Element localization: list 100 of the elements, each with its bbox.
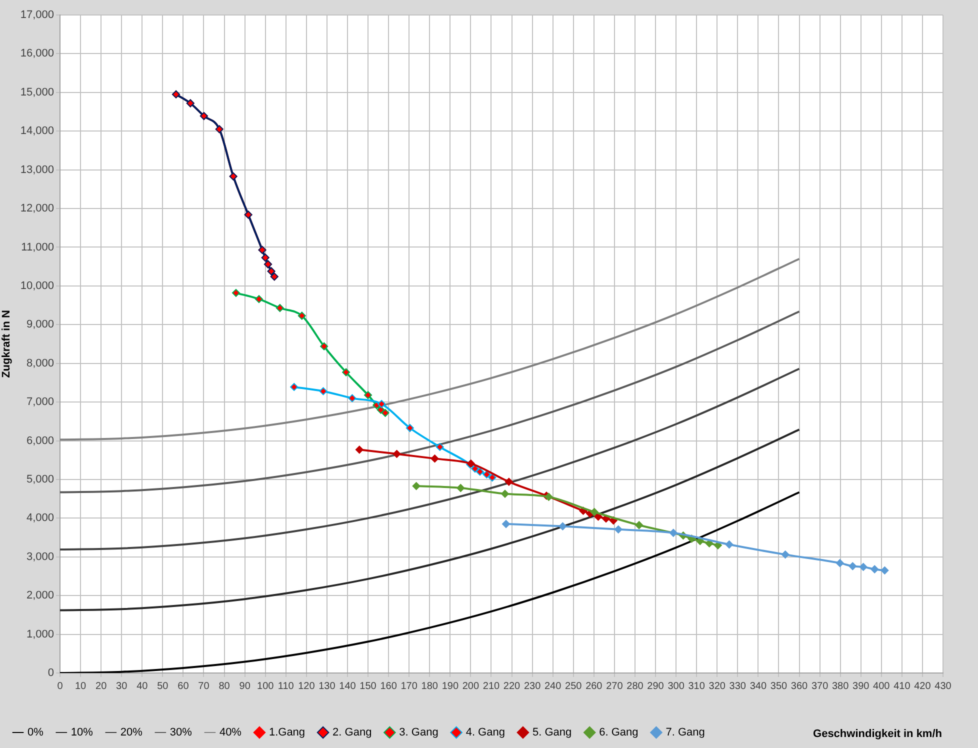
- point: [614, 525, 622, 534]
- y-tick-label: 1,000: [26, 628, 54, 640]
- x-tick-label: 190: [442, 680, 459, 692]
- x-tick-label: 90: [239, 680, 251, 692]
- point: [590, 508, 598, 516]
- x-tick-label: 150: [360, 680, 377, 692]
- point: [544, 492, 553, 501]
- point: [378, 400, 386, 408]
- point: [456, 484, 465, 492]
- point: [725, 540, 734, 548]
- x-tick-label: 10: [74, 680, 87, 692]
- point: [412, 482, 420, 490]
- x-tick-label: 380: [832, 680, 850, 692]
- y-tick-label: 16,000: [20, 48, 54, 60]
- x-tick-label: 200: [462, 680, 480, 692]
- legend-label: 40%: [219, 726, 242, 739]
- point: [276, 304, 284, 312]
- legend-label: 7. Gang: [666, 726, 705, 739]
- point: [436, 442, 444, 451]
- y-tick-label: 7,000: [26, 396, 54, 408]
- x-tick-label: 220: [503, 680, 521, 692]
- point: [364, 391, 372, 400]
- x-tick-label: 290: [647, 680, 664, 692]
- line-series: [60, 368, 800, 551]
- y-tick-label: 11,000: [21, 241, 54, 254]
- x-tick-label: 350: [770, 680, 788, 692]
- line-series: [60, 491, 800, 673]
- line-series: [60, 428, 800, 612]
- x-tick-label: 210: [482, 680, 500, 692]
- x-tick-label: 430: [934, 680, 952, 692]
- y-tick-label: 12,000: [20, 202, 54, 215]
- point: [320, 342, 328, 350]
- point: [348, 394, 356, 402]
- y-tick-label: 17,000: [20, 9, 54, 22]
- x-tick-label: 410: [894, 680, 911, 692]
- x-tick-label: 270: [606, 680, 624, 692]
- x-tick-label: 330: [729, 680, 746, 692]
- x-tick-label: 160: [380, 680, 398, 692]
- x-tick-label: 20: [96, 680, 108, 692]
- point: [705, 539, 714, 548]
- y-tick-label: 9,000: [26, 318, 54, 331]
- y-tick-label: 10,000: [20, 280, 54, 292]
- x-tick-label: 230: [524, 680, 542, 692]
- x-tick-label: 390: [852, 680, 870, 692]
- point: [381, 408, 390, 417]
- y-tick-label: 14,000: [20, 125, 54, 138]
- point: [781, 550, 790, 559]
- line-series: [60, 310, 800, 494]
- point: [669, 528, 678, 537]
- point: [430, 454, 439, 463]
- legend-label: 5. Gang: [532, 726, 572, 739]
- y-tick-label: 2,000: [26, 590, 54, 602]
- legend-label: 3. Gang: [399, 726, 438, 739]
- x-tick-label: 120: [298, 680, 316, 692]
- point: [504, 478, 513, 486]
- point: [500, 490, 509, 498]
- point: [355, 446, 364, 454]
- x-tick-label: 370: [811, 680, 829, 692]
- x-tick-label: 70: [198, 680, 210, 692]
- legend-label: 30%: [170, 726, 192, 739]
- x-tick-label: 130: [318, 680, 336, 692]
- point: [635, 521, 644, 530]
- y-tick-label: 5,000: [26, 474, 54, 486]
- x-tick-label: 140: [339, 680, 356, 692]
- x-tick-label: 250: [565, 680, 582, 692]
- point: [502, 520, 510, 528]
- x-axis-title: Geschwindigkeit in km/h: [813, 728, 942, 740]
- x-tick-label: 280: [626, 680, 644, 692]
- x-tick-label: 100: [257, 680, 274, 692]
- x-tick-label: 50: [157, 680, 169, 692]
- legend-label: 4. Gang: [466, 726, 505, 739]
- y-tick-label: 13,000: [20, 164, 54, 176]
- x-tick-label: 240: [544, 680, 562, 692]
- x-tick-label: 170: [400, 680, 418, 692]
- x-tick-label: 320: [708, 680, 726, 692]
- point: [319, 387, 328, 396]
- y-tick-label: 6,000: [26, 434, 54, 447]
- x-tick-label: 400: [873, 680, 890, 692]
- legend-label: 20%: [120, 726, 143, 739]
- point: [870, 565, 879, 574]
- point: [476, 468, 484, 476]
- y-tick-label: 8,000: [26, 357, 54, 370]
- point: [342, 368, 350, 376]
- x-tick-label: 310: [688, 680, 706, 692]
- point: [558, 522, 567, 530]
- y-axis-title: Zugkraft in N: [0, 310, 13, 378]
- legend-label: 1.Gang: [268, 726, 306, 739]
- x-tick-label: 300: [668, 680, 685, 692]
- point: [848, 562, 857, 570]
- point: [232, 288, 240, 297]
- x-tick-label: 30: [116, 680, 128, 692]
- point: [290, 382, 298, 391]
- point: [836, 559, 844, 568]
- x-tick-label: 340: [750, 680, 767, 692]
- x-tick-label: 180: [421, 680, 438, 692]
- x-tick-label: 360: [790, 680, 808, 692]
- y-tick-label: 15,000: [20, 86, 54, 98]
- y-tick-label: 4,000: [26, 512, 54, 524]
- legend-label: 10%: [70, 726, 94, 739]
- x-tick-label: 260: [586, 680, 603, 692]
